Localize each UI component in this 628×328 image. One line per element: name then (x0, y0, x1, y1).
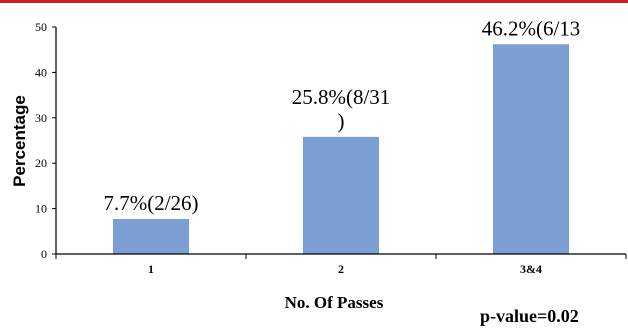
y-tick-label: 30 (35, 111, 47, 125)
x-tick-label: 2 (338, 262, 344, 276)
y-axis-label: Percentage (10, 95, 29, 187)
y-axis-ticks: 0 10 20 30 40 50 (35, 20, 56, 261)
x-axis-label: No. Of Passes (285, 293, 384, 312)
x-tick-label: 1 (148, 262, 154, 276)
data-label: ) (338, 109, 345, 133)
bar (493, 44, 569, 254)
data-label: 46.2%(6/13 (482, 16, 581, 40)
y-tick-label: 50 (35, 20, 47, 34)
top-accent-rule (0, 0, 628, 3)
data-label: 7.7%(2/26) (103, 191, 198, 215)
y-tick-label: 40 (35, 65, 47, 79)
bars (113, 44, 569, 254)
bar (113, 219, 189, 254)
bar (303, 136, 379, 254)
y-tick-label: 10 (35, 202, 47, 216)
data-labels: 7.7%(2/26) 25.8%(8/31) 46.2%(6/13 (103, 16, 580, 215)
x-tick-label: 3&4 (520, 262, 542, 276)
p-value-annotation: p-value=0.02 (480, 306, 579, 326)
y-tick-label: 20 (35, 156, 47, 170)
y-tick-label: 0 (41, 247, 47, 261)
data-label: 25.8%(8/31 (292, 85, 391, 109)
x-axis-ticks: 1 2 3&4 (55, 254, 627, 276)
